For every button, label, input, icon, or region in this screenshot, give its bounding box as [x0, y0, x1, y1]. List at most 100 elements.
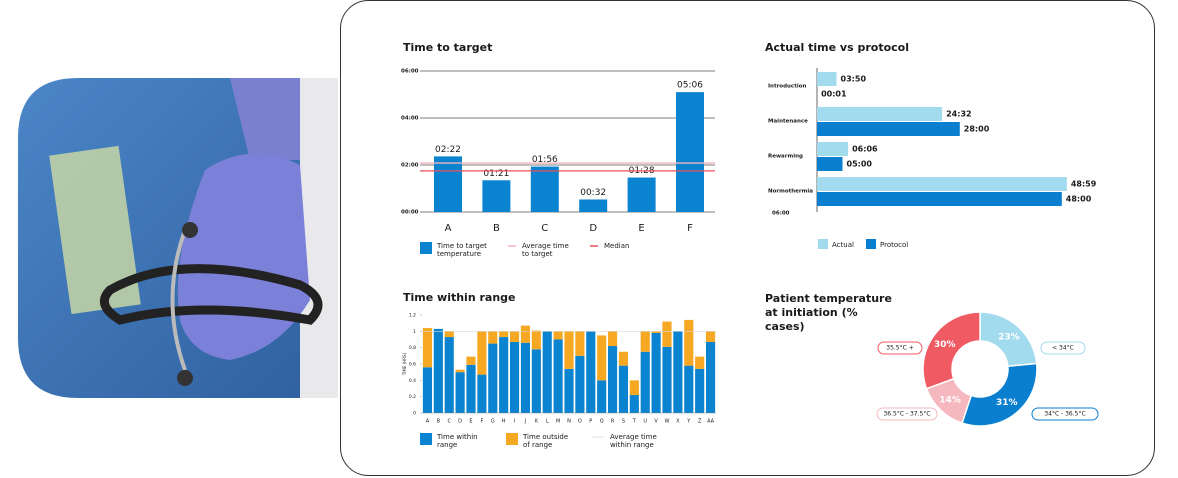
x-tick-label: Z [698, 419, 702, 425]
donut-slice [922, 311, 981, 390]
category-label: 35.5°C + [886, 345, 913, 352]
legend-label: Median [604, 242, 629, 250]
bar-segment [651, 332, 661, 413]
y-tick-label: 0.2 [409, 394, 416, 400]
bar-segment [553, 339, 563, 413]
bar-segment [455, 369, 465, 373]
legend-swatch [866, 239, 876, 249]
legend-label: Time to target temperature [436, 242, 489, 258]
y-tick-label: 0.8 [409, 345, 416, 351]
bar-segment [499, 337, 509, 413]
bar-segment [466, 364, 476, 413]
legend-label: Protocol [880, 241, 908, 249]
bar-segment [531, 349, 541, 413]
category-label: Maintenance [768, 119, 808, 125]
bar-segment [444, 331, 454, 338]
value-label: 03:50 [841, 75, 867, 84]
chart-title: Time to target [403, 41, 492, 54]
bar-segment [509, 341, 520, 413]
bar-segment [520, 342, 531, 413]
legend-swatch [420, 242, 432, 254]
value-label: 00:32 [580, 188, 606, 198]
x-tick-label: A [445, 223, 452, 234]
bar-segment [673, 331, 683, 413]
bar-segment [477, 374, 487, 413]
category-pill [1040, 341, 1086, 355]
bar-segment [422, 328, 433, 368]
slice-label: 31% [996, 398, 1018, 408]
chart-title: Actual time vs protocol [765, 41, 909, 54]
bar [482, 180, 511, 212]
bar-segment [455, 372, 465, 413]
x-tick-label: W [665, 419, 670, 425]
bar [676, 92, 704, 212]
bar-segment [422, 367, 433, 413]
bar-segment [662, 346, 672, 413]
y-tick-label: 0 [413, 411, 416, 417]
value-label: 05:00 [847, 160, 873, 169]
x-tick-label: N [567, 419, 571, 425]
x-tick-label: B [437, 419, 441, 425]
bar-segment [553, 331, 563, 340]
bar-segment [695, 356, 705, 369]
y-tick-label: 1.2 [409, 313, 416, 319]
x-tick-label: V [654, 419, 658, 425]
x-tick-label: U [643, 419, 647, 425]
x-tick-label: AA [707, 419, 715, 425]
x-tick-label: P [589, 419, 592, 425]
bar-segment [651, 331, 661, 333]
bar [817, 142, 849, 156]
x-tick-label: F [480, 419, 483, 425]
value-label: 01:56 [532, 155, 558, 165]
x-tick-label: S [622, 419, 625, 425]
value-label: 06:06 [852, 145, 878, 154]
x-tick-label: C [541, 223, 548, 234]
bar [817, 122, 960, 136]
x-tick-label: T [632, 419, 637, 425]
bar-segment [705, 341, 716, 413]
x-tick-label: Q [600, 419, 604, 425]
x-tick-label: X [676, 419, 680, 425]
axis-label: 06:00 [772, 211, 790, 217]
bar-segment [640, 331, 650, 352]
bar [817, 192, 1062, 206]
x-tick-label: A [426, 419, 430, 425]
category-label: Rewarming [768, 154, 803, 160]
x-tick-label: M [556, 419, 560, 425]
bar-segment [607, 331, 618, 347]
donut-slice [961, 362, 1038, 427]
y-tick-label: 02:00 [401, 163, 419, 169]
slice-label: 30% [934, 340, 956, 350]
bar-segment [629, 380, 639, 396]
bar [817, 157, 843, 171]
x-tick-label: J [524, 419, 526, 425]
bar-segment [444, 337, 454, 413]
bar-segment [499, 331, 509, 338]
bar [530, 166, 559, 212]
x-tick-label: L [546, 419, 549, 425]
bar-segment [575, 355, 585, 413]
category-label: 34°C - 36.5°C [1044, 411, 1085, 418]
category-pill [1031, 407, 1099, 421]
x-tick-label: K [535, 419, 539, 425]
value-label: 01:21 [483, 169, 509, 179]
bar [817, 72, 837, 86]
value-label: 00:01 [821, 90, 847, 99]
bar-segment [488, 343, 498, 413]
value-label: 02:22 [435, 145, 461, 155]
bar-segment [575, 331, 585, 356]
bar-segment [640, 351, 650, 413]
bar-segment [597, 335, 607, 381]
value-label: 48:59 [1071, 180, 1097, 189]
value-label: 05:06 [677, 81, 703, 91]
chart-title: Patient temperature at initiation (% cas… [765, 292, 896, 333]
bar-segment [488, 331, 498, 344]
category-label: 36.5°C - 37.5°C [883, 411, 930, 418]
x-tick-label: D [458, 419, 462, 425]
bar-segment [466, 356, 476, 365]
bar-segment [509, 331, 520, 342]
x-tick-label: O [578, 419, 582, 425]
value-label: 48:00 [1066, 195, 1092, 204]
slice-label: 14% [939, 395, 961, 405]
